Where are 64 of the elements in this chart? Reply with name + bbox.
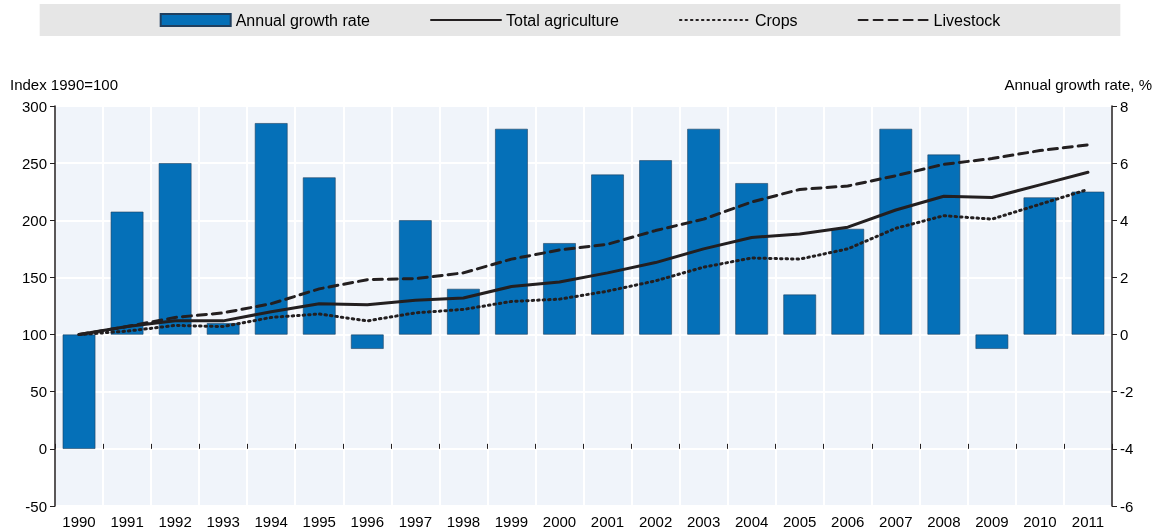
x-tick-label: 2009 [975,513,1009,530]
x-tick-label: 2000 [542,513,577,530]
bar [543,243,576,335]
legend-label: Annual growth rate [235,11,371,29]
bar [927,154,961,335]
y-tick-label: 100 [21,326,47,344]
bar [975,334,1009,349]
y-tick-label: 150 [21,268,47,286]
bar [1071,191,1105,335]
y-tick-label: 0 [38,440,47,458]
x-tick-label: 2003 [686,513,721,530]
bar [687,128,720,335]
bar [302,177,336,335]
bar [879,128,913,335]
y2-tick-label: -4 [1120,440,1134,458]
x-tick-label: 1997 [398,513,433,530]
y2-tick-label: 6 [1120,154,1129,172]
x-tick-label: 2008 [927,513,961,530]
x-tick-label: 1999 [494,513,529,530]
y-tick-label: 50 [30,383,47,401]
bar [62,334,96,449]
x-tick-label: 1998 [446,513,481,530]
y-tick-label: -50 [25,497,47,515]
y2-tick-label: 8 [1120,97,1129,115]
x-tick-label: 1991 [110,513,144,530]
y-tick-label: 300 [21,97,47,115]
y2-tick-label: 4 [1120,211,1129,229]
legend-label: Crops [754,11,798,29]
x-tick-label: 2006 [831,513,865,530]
x-tick-label: 2010 [1023,513,1057,530]
x-tick-label: 1992 [158,513,192,530]
x-tick-label: 2004 [734,513,769,530]
y-axis-title: Index 1990=100 [10,76,119,93]
y-tick-label: 250 [21,154,47,172]
bar [495,128,528,335]
legend-label: Livestock [933,11,1002,29]
bar [399,220,432,335]
y-tick-label: 200 [21,211,47,229]
x-tick-label: 2011 [1071,513,1105,530]
x-tick-label: 2002 [638,513,673,530]
bar [254,123,288,335]
x-tick-label: 2001 [590,513,625,530]
bar [110,211,144,335]
x-tick-label: 1995 [302,513,336,530]
bar [783,294,817,335]
bar [158,163,192,335]
y2-tick-label: 0 [1120,326,1129,344]
bar [350,334,384,349]
legend-label: Total agriculture [505,11,620,29]
x-tick-label: 1993 [206,513,240,530]
y2-axis-title: Annual growth rate, % [1004,76,1152,93]
y2-tick-label: -6 [1120,497,1134,515]
x-tick-label: 2005 [783,513,817,530]
x-tick-label: 2007 [879,513,913,530]
x-tick-label: 1994 [254,513,288,530]
bar [735,183,768,335]
y2-tick-label: 2 [1120,268,1129,286]
bar [639,160,672,335]
x-tick-label: 1990 [62,513,96,530]
x-tick-label: 1996 [350,513,384,530]
y2-tick-label: -2 [1120,383,1134,401]
bar [1023,197,1057,335]
bar [831,228,865,335]
bar [591,174,624,335]
